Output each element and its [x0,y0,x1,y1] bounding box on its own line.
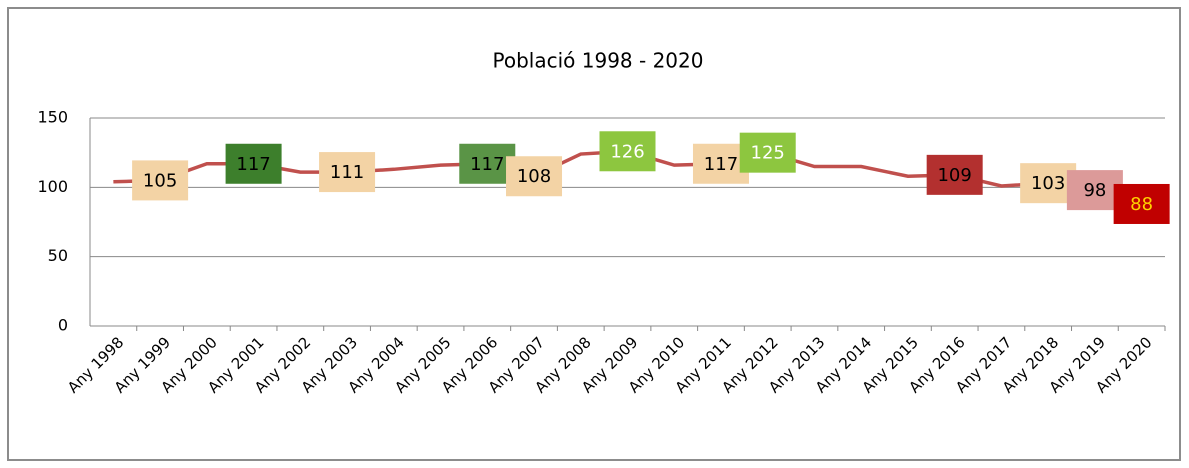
data-label: 117 [704,154,738,175]
data-label: 117 [470,154,504,175]
data-label-box [599,131,656,172]
chart-title: Població 1998 - 2020 [493,49,704,73]
data-label: 126 [610,141,644,162]
data-label-box [225,143,282,184]
data-label: 88 [1130,194,1153,215]
data-label: 111 [330,162,364,183]
data-label-box [459,143,516,184]
data-label: 103 [1031,173,1065,194]
y-tick-label: 150 [37,108,68,127]
data-label-box [692,143,749,184]
data-label: 98 [1083,180,1106,201]
data-label-box [1020,163,1077,204]
data-label-box [1113,183,1170,224]
data-label: 108 [517,166,551,187]
data-label: 109 [937,165,971,186]
data-label-box [506,156,563,197]
data-label: 125 [751,143,785,164]
chart-frame [7,7,1181,461]
y-tick-label: 0 [58,316,68,335]
y-tick-label: 50 [48,246,68,265]
data-label-box [132,160,189,201]
data-label-box [926,154,983,195]
data-label-box [1066,170,1123,211]
data-label: 105 [143,170,177,191]
data-label-box [319,152,376,193]
data-label-box [739,132,796,173]
data-label: 117 [236,154,270,175]
y-tick-label: 100 [37,177,68,196]
